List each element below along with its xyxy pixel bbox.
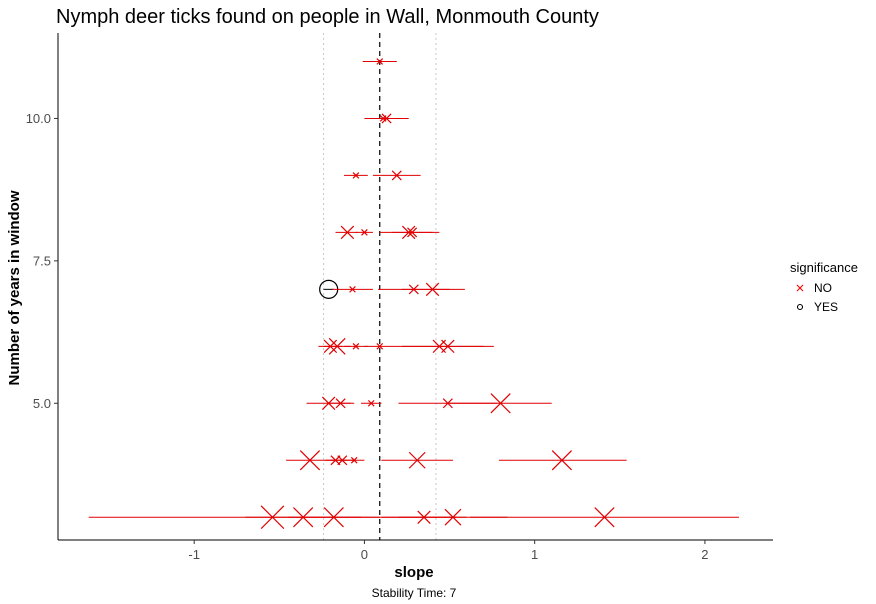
x-marker — [328, 337, 346, 355]
reference-lines — [323, 33, 437, 540]
x-marker — [441, 339, 455, 354]
x-marker — [490, 393, 511, 414]
y-tick-label: 7.5 — [33, 253, 51, 268]
circle-marker-icon — [796, 303, 804, 311]
caption: Stability Time: 7 — [372, 586, 457, 600]
plot-area: -1 0 1 2 5.0 7.5 10.0 — [26, 33, 773, 562]
x-marker — [594, 507, 615, 528]
x-marker — [376, 58, 384, 65]
x-marker — [335, 398, 346, 409]
x-marker — [337, 455, 348, 466]
x-tick-label: 1 — [531, 547, 538, 562]
data-point — [369, 115, 396, 122]
data-point — [344, 342, 368, 350]
x-marker — [444, 508, 462, 526]
x-tick-label: 2 — [701, 547, 708, 562]
x-marker — [391, 170, 402, 181]
x-axis-title: slope — [394, 564, 433, 581]
x-marker — [352, 172, 360, 179]
y-tick-label: 10.0 — [26, 111, 51, 126]
legend-entry: NO — [796, 281, 832, 295]
x-tick-label: 0 — [361, 547, 368, 562]
data-point — [372, 170, 421, 181]
x-marker — [425, 282, 440, 297]
legend-label: NO — [814, 281, 832, 295]
data-point — [498, 450, 627, 471]
x-marker — [361, 229, 368, 236]
x-marker — [379, 115, 387, 122]
chart-title: Nymph deer ticks found on people in Wall… — [56, 6, 599, 28]
data-point — [335, 225, 358, 240]
x-tick-label: -1 — [188, 547, 200, 562]
x-marker — [442, 398, 453, 409]
y-axis-title: Number of years in window — [6, 190, 23, 385]
x-marker — [349, 286, 356, 293]
x-marker — [340, 225, 355, 240]
x-marker-icon — [796, 284, 804, 292]
x-marker — [323, 507, 344, 528]
data-point — [381, 451, 453, 469]
data-point — [401, 339, 494, 354]
legend-title: significance — [790, 260, 858, 275]
x-marker — [551, 450, 573, 471]
data-point — [364, 342, 396, 350]
legend-label: YES — [814, 300, 838, 314]
x-marker — [299, 450, 321, 471]
x-marker — [350, 456, 358, 464]
data-point — [332, 286, 373, 293]
data-point — [391, 227, 433, 238]
legend-entry: YES — [796, 300, 838, 314]
data-point — [401, 282, 465, 297]
x-marker — [367, 399, 375, 407]
data-point — [449, 393, 552, 414]
x-marker — [407, 227, 418, 238]
data-point — [362, 58, 397, 65]
x-marker — [352, 342, 360, 350]
legend: significance NO YES — [790, 260, 858, 314]
data-points — [88, 58, 739, 530]
data-point — [469, 507, 739, 528]
data-point — [344, 456, 365, 464]
x-axis-ticks: -1 0 1 2 — [188, 540, 709, 562]
y-tick-label: 5.0 — [33, 396, 51, 411]
x-marker — [376, 342, 384, 350]
x-marker — [408, 451, 426, 469]
data-point — [326, 398, 355, 409]
data-point — [355, 229, 373, 236]
data-point — [287, 507, 380, 528]
data-point — [361, 399, 382, 407]
data-point — [344, 172, 368, 179]
y-axis-ticks: 5.0 7.5 10.0 — [26, 111, 58, 411]
